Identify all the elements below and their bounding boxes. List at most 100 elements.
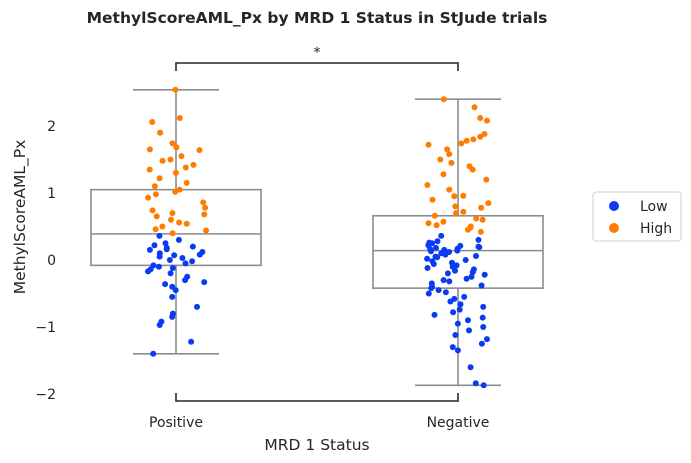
data-point — [438, 232, 445, 239]
data-point — [431, 212, 438, 219]
data-point — [454, 320, 461, 327]
data-point — [173, 144, 180, 151]
data-point — [146, 146, 153, 153]
data-point — [153, 213, 160, 220]
data-point — [183, 179, 190, 186]
data-point — [151, 183, 158, 190]
data-point — [169, 313, 176, 320]
data-point — [189, 258, 196, 265]
data-point — [448, 159, 455, 166]
data-point — [182, 277, 189, 284]
data-point — [425, 290, 432, 297]
data-point — [176, 186, 183, 193]
data-point — [428, 248, 434, 255]
data-point — [429, 196, 436, 203]
data-point — [201, 279, 208, 286]
data-point — [469, 269, 476, 276]
data-point — [168, 216, 174, 223]
box-negative — [372, 98, 544, 387]
points-negative-high — [424, 96, 492, 235]
data-point — [169, 210, 176, 217]
data-point — [425, 141, 432, 148]
data-point — [464, 226, 471, 233]
significance-bracket-bottom — [175, 393, 459, 402]
data-point — [194, 303, 200, 310]
data-point — [480, 324, 487, 330]
data-point — [433, 222, 440, 229]
data-point — [476, 244, 483, 251]
data-point — [163, 246, 170, 253]
data-point — [452, 332, 459, 338]
data-point — [175, 236, 182, 243]
data-point — [446, 278, 453, 285]
data-point — [172, 188, 179, 195]
data-point — [450, 309, 457, 316]
y-tick-label: 0 — [47, 253, 56, 269]
data-point — [169, 293, 176, 300]
data-point — [444, 270, 451, 277]
data-point — [433, 244, 439, 251]
data-point — [477, 228, 484, 235]
points-negative-low — [424, 232, 490, 389]
data-point — [473, 253, 479, 259]
data-point — [460, 208, 467, 215]
data-point — [475, 236, 482, 243]
data-point — [190, 161, 197, 168]
x-tick-label: Positive — [149, 415, 203, 431]
y-tick-label: −1 — [35, 320, 56, 336]
data-point — [484, 336, 490, 343]
data-point — [172, 287, 179, 294]
data-point — [189, 243, 196, 250]
x-axis-ticks: Positive Negative — [149, 415, 489, 431]
data-point — [166, 257, 173, 263]
data-point — [466, 327, 472, 334]
data-point — [156, 175, 163, 182]
data-point — [425, 220, 432, 227]
data-point — [149, 119, 156, 125]
data-point — [162, 240, 169, 247]
points-positive-low — [145, 232, 208, 357]
data-point — [473, 215, 480, 222]
data-point — [171, 252, 178, 259]
data-point — [461, 293, 468, 300]
data-point — [156, 322, 163, 328]
points-layer — [145, 86, 492, 389]
data-point — [446, 186, 453, 193]
data-point — [157, 129, 164, 136]
data-point — [483, 176, 490, 183]
data-point — [428, 285, 435, 292]
data-point — [203, 227, 210, 234]
data-point — [182, 164, 189, 171]
data-point — [167, 270, 174, 277]
data-point — [179, 255, 186, 261]
data-point — [449, 344, 456, 351]
data-point — [182, 260, 189, 267]
data-point — [442, 289, 449, 296]
data-point — [435, 287, 442, 294]
data-point — [202, 204, 209, 211]
x-tick-label: Negative — [427, 415, 490, 431]
data-point — [480, 303, 487, 310]
significance-annotation: * — [175, 45, 459, 402]
data-point — [478, 204, 485, 211]
data-point — [454, 347, 461, 354]
y-tick-label: 1 — [47, 186, 56, 202]
data-point — [156, 253, 163, 260]
data-point — [176, 219, 183, 226]
data-point — [162, 281, 169, 288]
data-point — [468, 273, 475, 280]
data-point — [152, 226, 159, 233]
data-point — [152, 191, 159, 198]
data-point — [452, 203, 459, 210]
data-point — [440, 171, 447, 178]
data-point — [477, 115, 484, 121]
data-point — [442, 251, 449, 258]
iqr-box — [372, 214, 544, 289]
box-positive — [90, 89, 262, 355]
data-point — [453, 210, 460, 217]
legend-label-low: Low — [640, 199, 668, 215]
data-point — [430, 261, 437, 267]
chart-title: MethylScoreAML_Px by MRD 1 Status in StJ… — [87, 9, 548, 27]
data-point — [440, 96, 447, 103]
